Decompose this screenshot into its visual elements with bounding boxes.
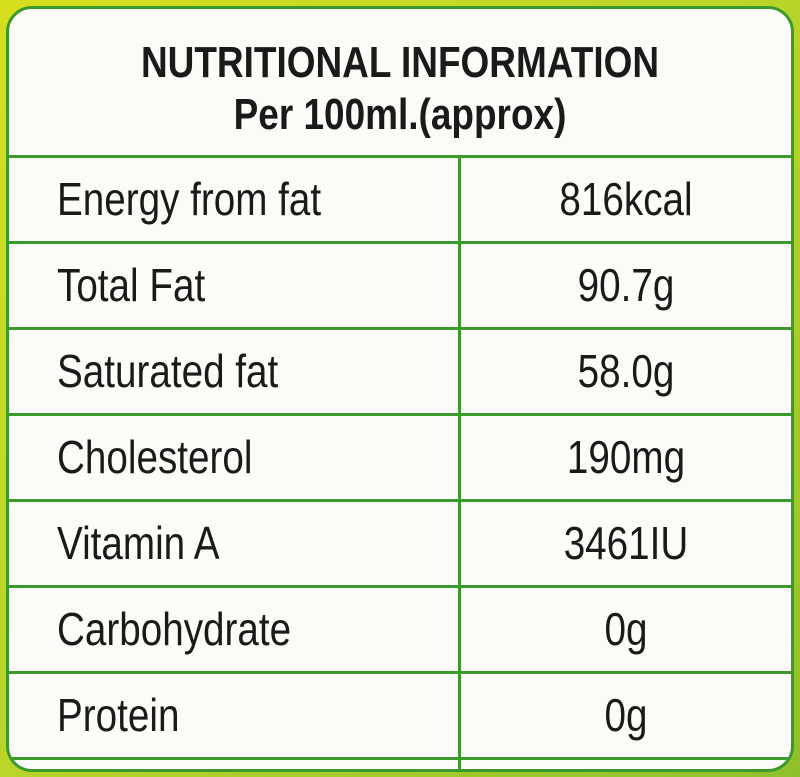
subtitle: Per 100ml.(approx) [233, 90, 567, 139]
table-row: Protein 0g [9, 674, 791, 760]
table-row: Cholesterol 190mg [9, 416, 791, 502]
nutrient-value: 90.7g [577, 259, 675, 311]
nutrient-name: Saturated fat [57, 345, 279, 397]
table-row: Saturated fat 58.0g [9, 330, 791, 416]
nutrient-value: 0g [604, 603, 648, 655]
nutrient-name: Carbohydrate [57, 603, 292, 655]
title: NUTRITIONAL INFORMATION [140, 38, 660, 87]
nutrient-value: 3461IU [563, 517, 689, 569]
nutrient-value: 58.0g [577, 345, 675, 397]
table-row: Carbohydrate 0g [9, 588, 791, 674]
nutrient-value: 816kcal [559, 173, 693, 225]
nutrition-panel: NUTRITIONAL INFORMATION Per 100ml.(appro… [6, 6, 794, 772]
nutrient-name: Total Fat [57, 259, 206, 311]
header: NUTRITIONAL INFORMATION Per 100ml.(appro… [9, 9, 791, 158]
table-row: Energy from fat 816kcal [9, 158, 791, 244]
nutrient-value: 190mg [566, 431, 686, 483]
nutrient-value: 0g [604, 689, 648, 741]
column-divider [458, 158, 461, 769]
nutrient-name: Energy from fat [57, 173, 322, 225]
nutrient-name: Cholesterol [57, 431, 253, 483]
nutrient-name: Protein [57, 689, 180, 741]
table-row: Total Fat 90.7g [9, 244, 791, 330]
nutrient-name: Vitamin A [57, 517, 220, 569]
table-row: Vitamin A 3461IU [9, 502, 791, 588]
